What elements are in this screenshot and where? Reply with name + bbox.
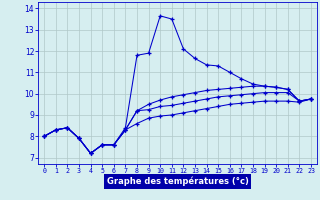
X-axis label: Graphe des températures (°c): Graphe des températures (°c): [107, 177, 249, 186]
